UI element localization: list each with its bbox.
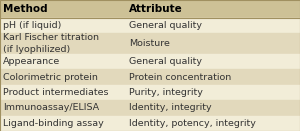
Bar [0,85,300,100]
Bar [0,18,300,33]
Text: General quality: General quality [129,57,202,66]
Text: Identity, integrity: Identity, integrity [129,103,212,112]
Bar [0,33,300,54]
Text: pH (if liquid): pH (if liquid) [3,21,61,30]
Text: Karl Fischer titration
(if lyophilized): Karl Fischer titration (if lyophilized) [3,34,99,54]
Text: Immunoassay/ELISA: Immunoassay/ELISA [3,103,99,112]
Bar [0,100,300,116]
Text: General quality: General quality [129,21,202,30]
Text: Purity, integrity: Purity, integrity [129,88,203,97]
Text: Moisture: Moisture [129,39,170,48]
Bar [0,116,300,131]
Text: Identity, potency, integrity: Identity, potency, integrity [129,119,256,128]
Text: Product intermediates: Product intermediates [3,88,109,97]
Text: Colorimetric protein: Colorimetric protein [3,73,98,82]
Bar [0,0,300,18]
Text: Ligand-binding assay: Ligand-binding assay [3,119,104,128]
Text: Attribute: Attribute [129,4,183,14]
Text: Method: Method [3,4,48,14]
Text: Appearance: Appearance [3,57,60,66]
Text: Protein concentration: Protein concentration [129,73,231,82]
Bar [0,54,300,69]
Bar [0,69,300,85]
